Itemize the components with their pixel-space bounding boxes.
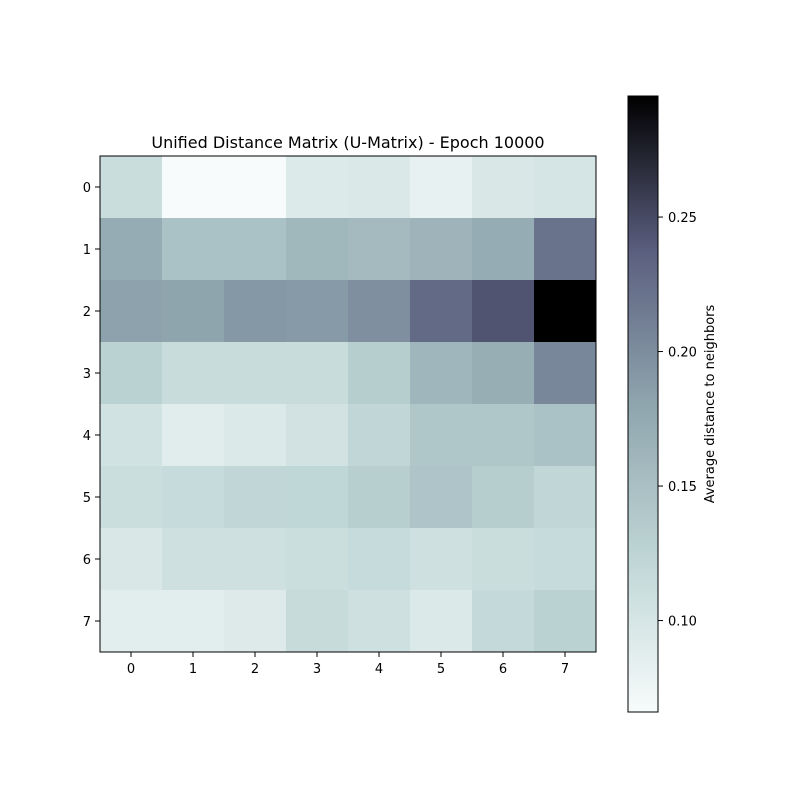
heatmap-cell-r3-c3 — [286, 342, 349, 405]
colorbar-label: Average distance to neighbors — [703, 304, 718, 503]
heatmap-cell-r5-c5 — [410, 466, 473, 529]
heatmap-cell-r1-c6 — [472, 218, 535, 281]
y-tick-label: 7 — [83, 615, 91, 630]
heatmap-cell-r2-c5 — [410, 280, 473, 343]
heatmap-cell-r4-c1 — [162, 404, 225, 467]
heatmap-cell-r6-c7 — [534, 528, 597, 591]
heatmap-cell-r2-c4 — [348, 280, 411, 343]
x-tick-label: 3 — [313, 662, 321, 677]
heatmap-cell-r0-c6 — [472, 156, 535, 219]
heatmap-cell-r5-c2 — [224, 466, 287, 529]
heatmap-cell-r3-c4 — [348, 342, 411, 405]
heatmap-cells — [100, 156, 597, 653]
heatmap-cell-r7-c6 — [472, 590, 535, 653]
x-tick-label: 6 — [499, 662, 507, 677]
heatmap-cell-r7-c3 — [286, 590, 349, 653]
x-tick-label: 7 — [561, 662, 569, 677]
heatmap-cell-r2-c0 — [100, 280, 163, 343]
heatmap-cell-r0-c1 — [162, 156, 225, 219]
heatmap-cell-r6-c5 — [410, 528, 473, 591]
heatmap-cell-r0-c5 — [410, 156, 473, 219]
heatmap-cell-r3-c0 — [100, 342, 163, 405]
heatmap-cell-r4-c3 — [286, 404, 349, 467]
heatmap-cell-r5-c3 — [286, 466, 349, 529]
x-axis: 0 1 2 3 4 5 6 7 — [127, 652, 569, 677]
heatmap-cell-r1-c7 — [534, 218, 597, 281]
x-tick-label: 4 — [375, 662, 383, 677]
heatmap-cell-r6-c6 — [472, 528, 535, 591]
x-tick-label: 2 — [251, 662, 259, 677]
heatmap-cell-r4-c0 — [100, 404, 163, 467]
heatmap-cell-r4-c6 — [472, 404, 535, 467]
heatmap-cell-r5-c1 — [162, 466, 225, 529]
heatmap-cell-r2-c7 — [534, 280, 597, 343]
heatmap-cell-r5-c6 — [472, 466, 535, 529]
heatmap-cell-r4-c2 — [224, 404, 287, 467]
y-tick-label: 6 — [83, 553, 91, 568]
heatmap-cell-r7-c2 — [224, 590, 287, 653]
colorbar-tick-label: 0.15 — [668, 480, 697, 495]
heatmap-cell-r5-c4 — [348, 466, 411, 529]
chart-title: Unified Distance Matrix (U-Matrix) - Epo… — [151, 133, 544, 152]
heatmap-cell-r7-c1 — [162, 590, 225, 653]
x-tick-label: 0 — [127, 662, 135, 677]
y-tick-label: 2 — [83, 305, 91, 320]
heatmap-cell-r1-c4 — [348, 218, 411, 281]
heatmap-cell-r6-c3 — [286, 528, 349, 591]
heatmap-cell-r2-c2 — [224, 280, 287, 343]
y-tick-label: 5 — [83, 491, 91, 506]
colorbar-tick-label: 0.20 — [668, 346, 697, 361]
heatmap-cell-r2-c3 — [286, 280, 349, 343]
x-tick-label: 5 — [437, 662, 445, 677]
heatmap-cell-r2-c6 — [472, 280, 535, 343]
heatmap-cell-r3-c2 — [224, 342, 287, 405]
colorbar — [627, 95, 659, 713]
heatmap-cell-r3-c5 — [410, 342, 473, 405]
heatmap-cell-r6-c2 — [224, 528, 287, 591]
colorbar-tick-label: 0.25 — [668, 211, 697, 226]
y-axis: 0 1 2 3 4 5 6 7 — [83, 181, 100, 630]
heatmap-cell-r7-c0 — [100, 590, 163, 653]
y-tick-label: 1 — [83, 243, 91, 258]
heatmap-cell-r7-c7 — [534, 590, 597, 653]
y-tick-label: 3 — [83, 367, 91, 382]
heatmap-cell-r3-c6 — [472, 342, 535, 405]
heatmap-cell-r3-c1 — [162, 342, 225, 405]
heatmap-cell-r0-c0 — [100, 156, 163, 219]
heatmap-cell-r1-c5 — [410, 218, 473, 281]
heatmap-frame — [99, 155, 597, 653]
heatmap-cell-r4-c5 — [410, 404, 473, 467]
heatmap-cell-r0-c7 — [534, 156, 597, 219]
y-tick-label: 4 — [83, 429, 91, 444]
heatmap-cell-r7-c5 — [410, 590, 473, 653]
heatmap-cell-r1-c2 — [224, 218, 287, 281]
heatmap-cell-r5-c7 — [534, 466, 597, 529]
heatmap-cell-r1-c3 — [286, 218, 349, 281]
heatmap-cell-r6-c1 — [162, 528, 225, 591]
colorbar-tick-label: 0.10 — [668, 615, 697, 630]
heatmap-cell-r4-c7 — [534, 404, 597, 467]
heatmap-cell-r6-c4 — [348, 528, 411, 591]
heatmap-cell-r5-c0 — [100, 466, 163, 529]
heatmap-cell-r1-c1 — [162, 218, 225, 281]
heatmap-cell-r0-c4 — [348, 156, 411, 219]
heatmap-cell-r2-c1 — [162, 280, 225, 343]
x-tick-label: 1 — [189, 662, 197, 677]
heatmap-cell-r1-c0 — [100, 218, 163, 281]
heatmap-cell-r4-c4 — [348, 404, 411, 467]
heatmap-cell-r3-c7 — [534, 342, 597, 405]
colorbar-axis: 0.10 0.15 0.20 0.25 — [658, 211, 697, 630]
y-tick-label: 0 — [83, 181, 91, 196]
heatmap-cell-r0-c2 — [224, 156, 287, 219]
heatmap-cell-r0-c3 — [286, 156, 349, 219]
heatmap-cell-r6-c0 — [100, 528, 163, 591]
heatmap-cell-r7-c4 — [348, 590, 411, 653]
